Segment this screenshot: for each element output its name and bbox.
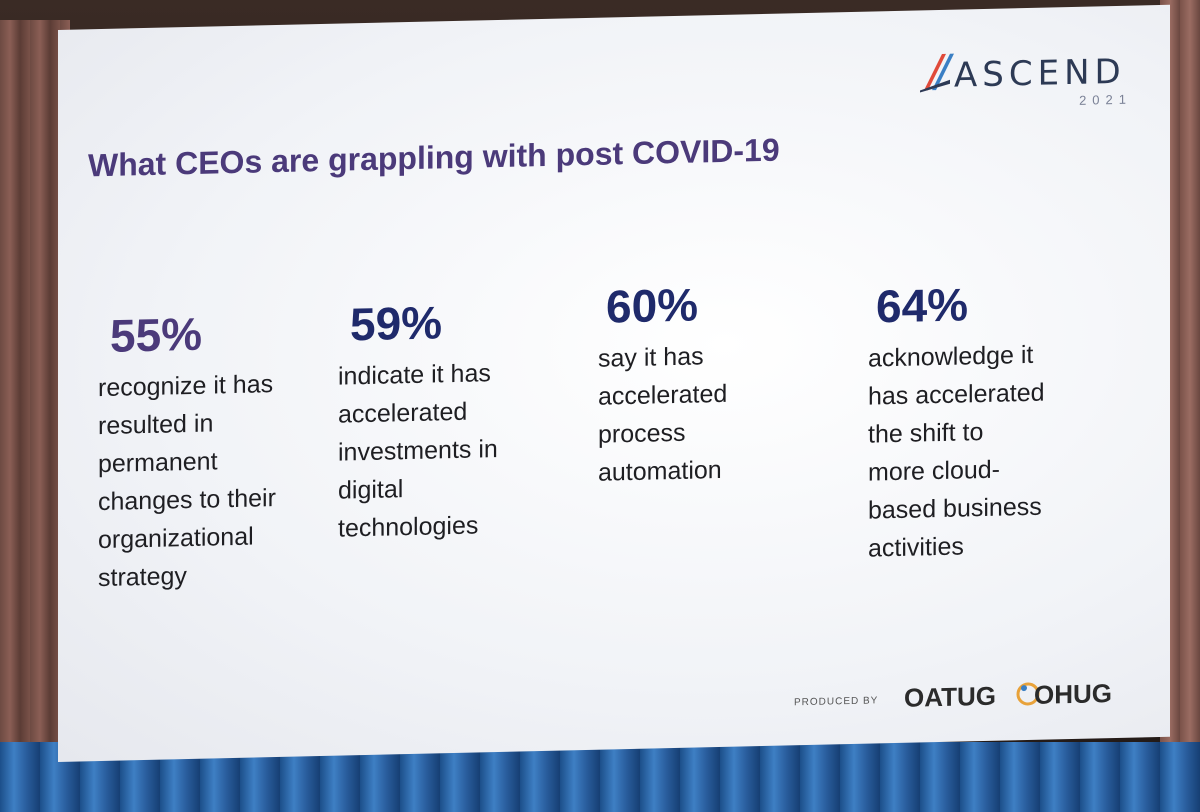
stat-block: 55% recognize it has resulted in permane… — [98, 304, 328, 597]
stat-description: recognize it has resulted in permanent c… — [98, 370, 276, 593]
stat-value: 59% — [350, 296, 443, 351]
brand-year: 2021 — [1079, 91, 1132, 108]
ohug-mark-icon — [1016, 682, 1040, 706]
stat-value: 55% — [110, 307, 203, 362]
oatug-logo: OATUG — [904, 680, 996, 713]
slide-footer: PRODUCED BY OATUG OHUG — [794, 676, 1134, 724]
stat-value: 60% — [606, 278, 699, 333]
stat-value: 64% — [876, 278, 969, 333]
ascend-logo: ASCEND 2021 — [910, 41, 1140, 116]
stat-description: indicate it has accelerated investments … — [338, 359, 498, 543]
stat-block: 60% say it has accelerated process autom… — [598, 275, 828, 492]
brand-name: ASCEND — [954, 51, 1126, 96]
stat-description: say it has accelerated process automatio… — [598, 342, 728, 487]
stat-description: acknowledge it has accelerated the shift… — [868, 340, 1045, 563]
produced-by-label: PRODUCED BY — [794, 695, 879, 709]
ohug-logo: OHUG — [1034, 678, 1112, 710]
slide-title: What CEOs are grappling with post COVID-… — [88, 131, 780, 184]
ascend-mark-icon — [920, 53, 954, 93]
projected-slide: ASCEND 2021 What CEOs are grappling with… — [58, 4, 1170, 762]
stat-block: 64% acknowledge it has accelerated the s… — [868, 274, 1128, 568]
stat-block: 59% indicate it has accelerated investme… — [338, 292, 578, 547]
